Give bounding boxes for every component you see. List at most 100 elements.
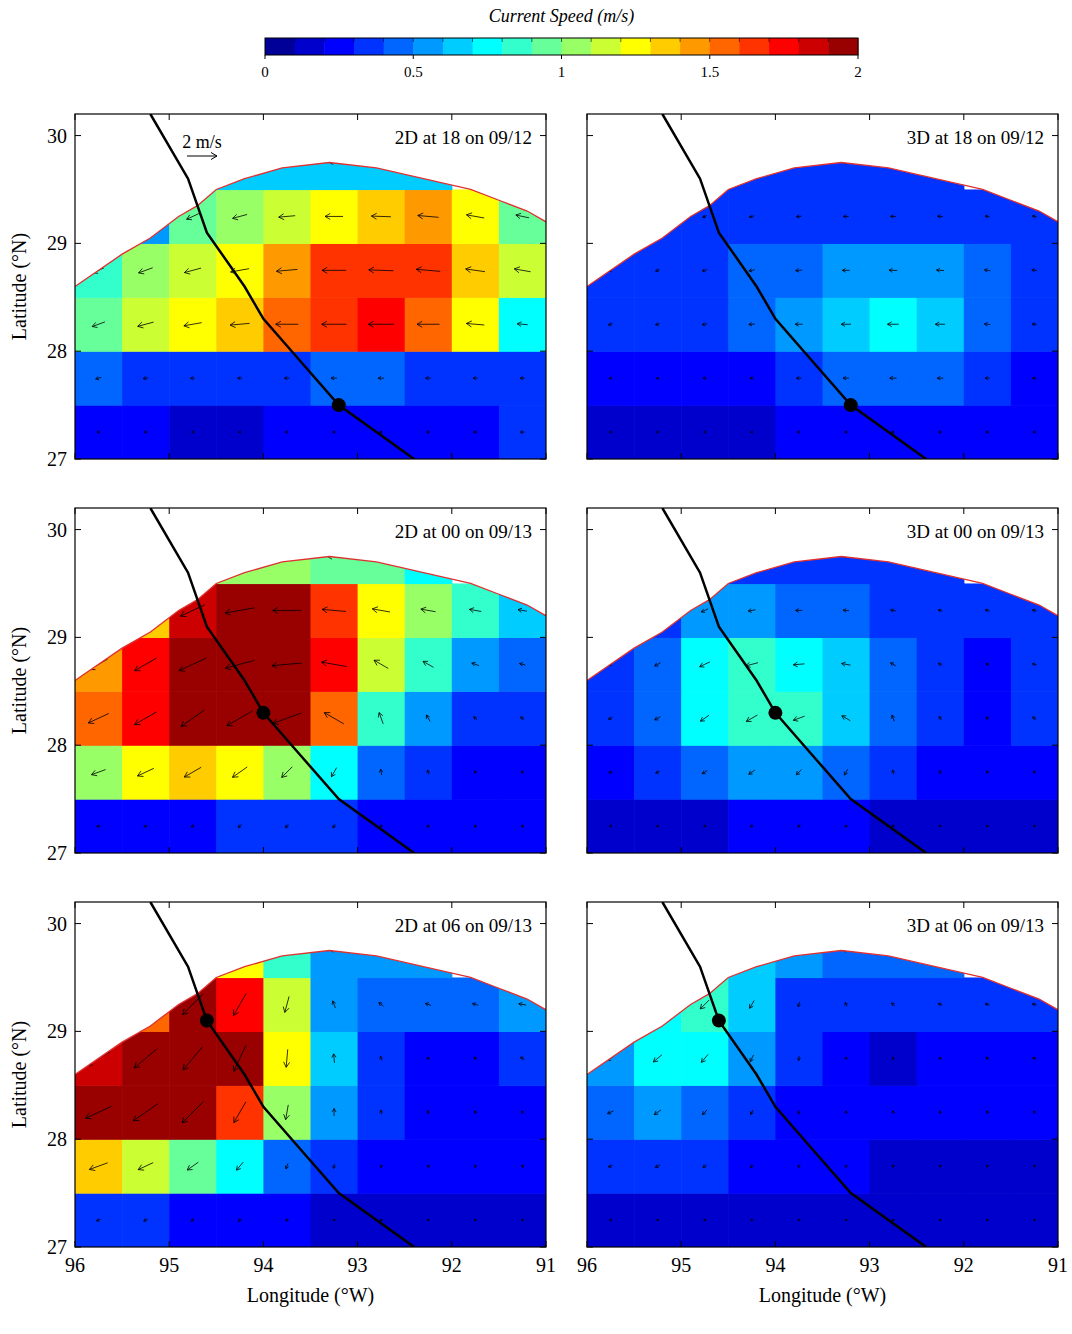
- speed-cell: [499, 243, 546, 298]
- x-tick: [963, 847, 964, 853]
- colorbar-step: [473, 38, 503, 55]
- y-tick-right: [1052, 459, 1058, 460]
- y-tick-label: 27: [47, 1236, 67, 1258]
- colorbar-tick-label: 0: [261, 64, 269, 80]
- colorbar-step: [769, 38, 799, 55]
- current-vector: [427, 825, 430, 828]
- current-vector: [746, 715, 757, 721]
- speed-cell: [634, 1193, 682, 1247]
- current-vector: [845, 1057, 848, 1060]
- x-tick-label: 92: [954, 1254, 974, 1276]
- speed-cell: [587, 745, 635, 800]
- current-vector: [325, 213, 343, 219]
- current-vector: [654, 1110, 661, 1115]
- speed-cell: [452, 1193, 500, 1247]
- speed-cell: [499, 637, 546, 692]
- speed-cell: [964, 1085, 1012, 1140]
- speed-cell: [169, 691, 217, 746]
- speed-cell: [1011, 243, 1058, 298]
- current-vector: [368, 321, 394, 327]
- speed-cell: [499, 1193, 546, 1247]
- x-tick-top: [357, 508, 358, 514]
- current-vector: [92, 770, 106, 776]
- x-tick: [775, 847, 776, 853]
- y-tick: [75, 351, 81, 352]
- speed-cell: [75, 1139, 123, 1194]
- speed-cell: [358, 583, 406, 638]
- speed-cell: [775, 1031, 823, 1086]
- y-tick-right: [1052, 529, 1058, 530]
- speed-cell: [263, 1031, 311, 1086]
- current-vector: [92, 322, 105, 328]
- current-vector: [935, 322, 945, 326]
- colorbar-divider: [442, 38, 443, 42]
- x-tick-top: [681, 902, 682, 908]
- current-vector: [139, 268, 153, 274]
- frame: [75, 902, 546, 1247]
- speed-cell: [823, 637, 871, 692]
- panel: 27282930Latitude (°N)2D at 18 on 09/122 …: [8, 114, 547, 470]
- colorbar-tick: [265, 55, 266, 59]
- speed-cell: [122, 243, 170, 298]
- y-tick-label: 29: [47, 626, 67, 648]
- current-vector: [183, 1047, 202, 1070]
- frame: [75, 508, 546, 853]
- current-vector: [892, 1165, 895, 1167]
- frame: [75, 114, 546, 459]
- current-vector: [519, 1002, 526, 1006]
- speed-cell: [452, 1031, 500, 1086]
- colorbar-tick: [858, 55, 859, 59]
- x-tick-top: [451, 114, 452, 120]
- speed-cell: [122, 691, 170, 746]
- hurricane-track: [662, 508, 926, 853]
- y-tick: [75, 529, 81, 530]
- current-vector: [656, 269, 660, 272]
- y-tick-right: [1052, 745, 1058, 746]
- speed-cell: [122, 1031, 170, 1086]
- colorbar-divider: [531, 38, 532, 42]
- speed-cell: [122, 351, 170, 406]
- current-vector: [986, 825, 989, 827]
- current-vector: [97, 824, 101, 827]
- speed-cell: [311, 189, 359, 244]
- speed-cell: [405, 351, 453, 406]
- current-vector: [182, 1102, 203, 1123]
- current-vector: [891, 1003, 894, 1006]
- x-tick: [587, 1241, 588, 1247]
- speed-cell: [917, 977, 965, 1032]
- current-vector: [473, 377, 478, 380]
- coastline: [75, 163, 546, 287]
- current-vector: [845, 1111, 848, 1114]
- hurricane-track: [662, 902, 926, 1247]
- coastline: [75, 557, 546, 681]
- speed-cell: [917, 1085, 965, 1140]
- current-vector: [466, 213, 484, 219]
- speed-cell: [775, 583, 823, 638]
- current-vector: [748, 609, 755, 613]
- speed-cell: [587, 351, 635, 406]
- current-vector: [1033, 1219, 1036, 1221]
- plot-background: [587, 902, 1058, 1247]
- current-vector: [608, 1165, 612, 1168]
- current-vector: [474, 717, 477, 720]
- speed-cell: [870, 297, 918, 352]
- current-vector: [239, 1219, 242, 1222]
- speed-cell: [917, 1193, 965, 1247]
- x-tick-top: [1058, 902, 1059, 908]
- y-tick: [587, 135, 593, 136]
- x-tick: [169, 847, 170, 853]
- current-vector: [191, 824, 194, 827]
- current-vector: [657, 431, 659, 434]
- speed-cell: [405, 799, 453, 853]
- speed-cell: [169, 637, 217, 692]
- colorbar-divider: [383, 38, 384, 42]
- current-vector: [322, 321, 347, 327]
- speed-cell: [870, 583, 918, 638]
- speed-cell: [1011, 799, 1058, 853]
- speed-cell: [122, 1193, 170, 1247]
- current-vector: [607, 1111, 613, 1114]
- panel-title: 2D at 00 on 09/13: [395, 521, 532, 542]
- x-tick: [775, 453, 776, 459]
- x-tick: [451, 1241, 452, 1247]
- y-tick-label: 30: [47, 125, 67, 147]
